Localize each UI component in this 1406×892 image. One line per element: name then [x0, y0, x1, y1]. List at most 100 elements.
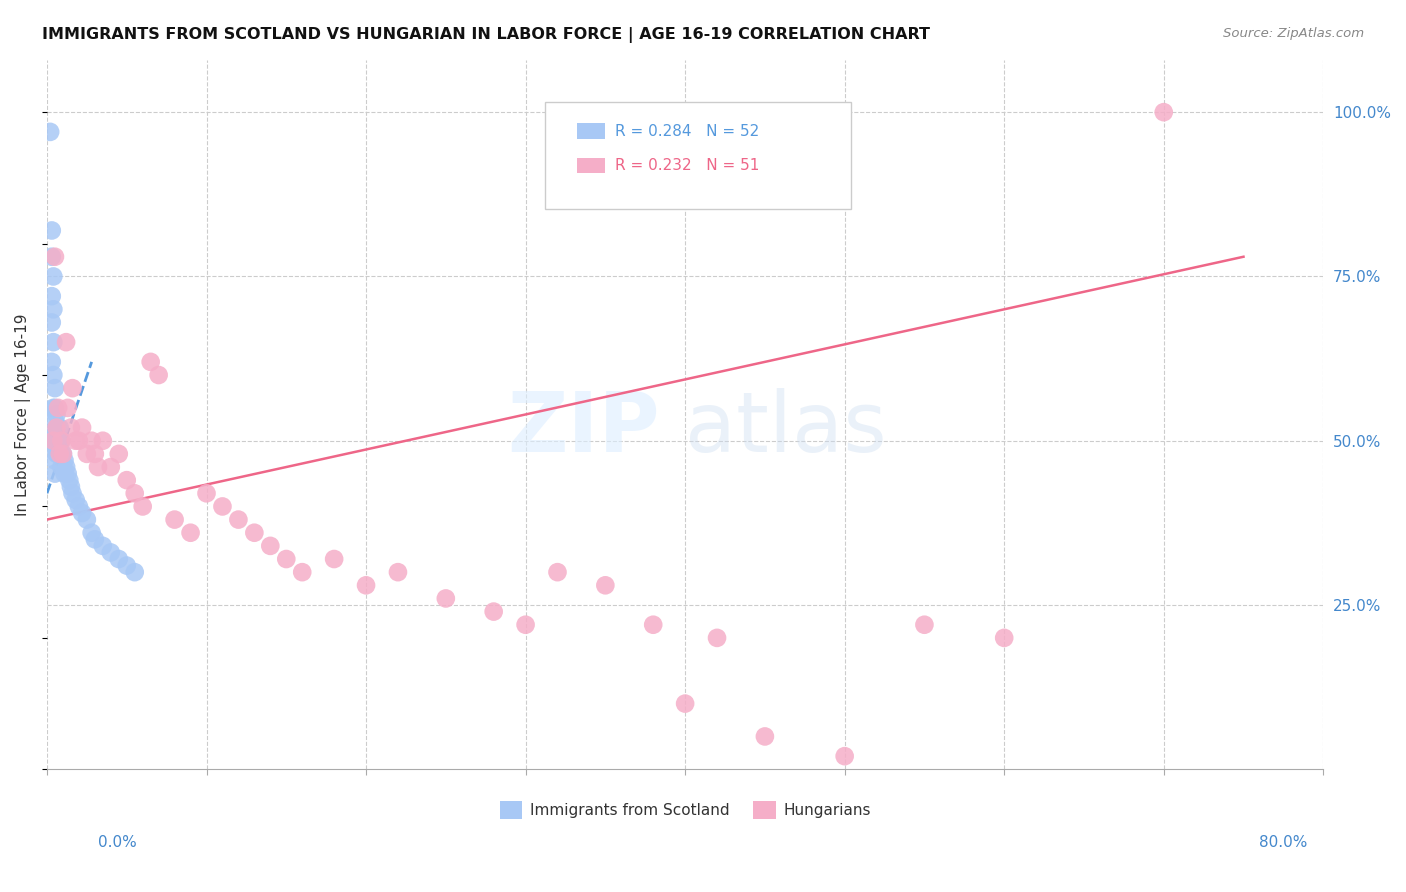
Point — [547, 565, 569, 579]
Point — [41, 289, 63, 303]
Point — [41, 250, 63, 264]
Point — [51, 447, 73, 461]
Point — [754, 730, 776, 744]
Point — [41, 223, 63, 237]
Point — [65, 492, 87, 507]
Point — [139, 355, 162, 369]
Y-axis label: In Labor Force | Age 16-19: In Labor Force | Age 16-19 — [15, 313, 31, 516]
Point — [44, 401, 66, 415]
Point — [51, 460, 73, 475]
Point — [70, 420, 93, 434]
Point — [51, 434, 73, 448]
Point — [45, 420, 67, 434]
Point — [62, 381, 84, 395]
Point — [91, 539, 114, 553]
Point — [58, 473, 80, 487]
Point — [42, 269, 65, 284]
Legend: Immigrants from Scotland, Hungarians: Immigrants from Scotland, Hungarians — [494, 795, 877, 825]
Point — [180, 525, 202, 540]
Point — [115, 558, 138, 573]
Point — [42, 368, 65, 382]
Point — [39, 125, 62, 139]
Point — [148, 368, 170, 382]
Point — [48, 447, 70, 461]
Text: ZIP: ZIP — [508, 388, 659, 469]
Point — [87, 460, 110, 475]
Point — [1153, 105, 1175, 120]
Text: R = 0.232   N = 51: R = 0.232 N = 51 — [614, 158, 759, 173]
Point — [59, 420, 82, 434]
Point — [912, 617, 935, 632]
Point — [53, 467, 76, 481]
Point — [51, 434, 73, 448]
Point — [44, 414, 66, 428]
Point — [45, 420, 67, 434]
Point — [52, 447, 75, 461]
Point — [259, 539, 281, 553]
Point — [228, 513, 250, 527]
Point — [42, 302, 65, 317]
Point — [276, 552, 298, 566]
Point — [387, 565, 409, 579]
Point — [42, 401, 65, 415]
Point — [163, 513, 186, 527]
Text: R = 0.284   N = 52: R = 0.284 N = 52 — [614, 124, 759, 139]
Point — [62, 486, 84, 500]
Point — [80, 434, 103, 448]
Point — [46, 447, 69, 461]
Point — [131, 500, 153, 514]
Point — [55, 460, 77, 475]
Point — [44, 467, 66, 481]
FancyBboxPatch shape — [576, 123, 605, 139]
Point — [56, 401, 79, 415]
Point — [243, 525, 266, 540]
Point — [44, 427, 66, 442]
Point — [39, 434, 62, 448]
Point — [46, 434, 69, 448]
Point — [44, 250, 66, 264]
Point — [211, 500, 233, 514]
Point — [83, 447, 105, 461]
Text: IMMIGRANTS FROM SCOTLAND VS HUNGARIAN IN LABOR FORCE | AGE 16-19 CORRELATION CHA: IMMIGRANTS FROM SCOTLAND VS HUNGARIAN IN… — [42, 27, 931, 43]
Point — [595, 578, 617, 592]
Point — [45, 447, 67, 461]
Point — [354, 578, 377, 592]
Point — [67, 500, 90, 514]
Point — [59, 480, 82, 494]
Point — [100, 545, 122, 559]
Point — [53, 453, 76, 467]
FancyBboxPatch shape — [576, 158, 605, 173]
Point — [115, 473, 138, 487]
Point — [42, 335, 65, 350]
Point — [55, 335, 77, 350]
Text: Source: ZipAtlas.com: Source: ZipAtlas.com — [1223, 27, 1364, 40]
Point — [76, 513, 98, 527]
Point — [195, 486, 218, 500]
Point — [44, 381, 66, 395]
Point — [46, 401, 69, 415]
Point — [124, 486, 146, 500]
Point — [70, 506, 93, 520]
Point — [482, 605, 505, 619]
Point — [91, 434, 114, 448]
Point — [52, 447, 75, 461]
Point — [100, 460, 122, 475]
Point — [44, 453, 66, 467]
Point — [65, 434, 87, 448]
Point — [45, 434, 67, 448]
Point — [48, 434, 70, 448]
Point — [48, 447, 70, 461]
Point — [673, 697, 696, 711]
Point — [124, 565, 146, 579]
Point — [42, 434, 65, 448]
Point — [41, 315, 63, 329]
Point — [52, 460, 75, 475]
Point — [67, 434, 90, 448]
Point — [643, 617, 665, 632]
Point — [291, 565, 314, 579]
Point — [107, 447, 129, 461]
Point — [45, 408, 67, 422]
Point — [993, 631, 1015, 645]
Point — [83, 533, 105, 547]
Text: 0.0%: 0.0% — [98, 836, 138, 850]
